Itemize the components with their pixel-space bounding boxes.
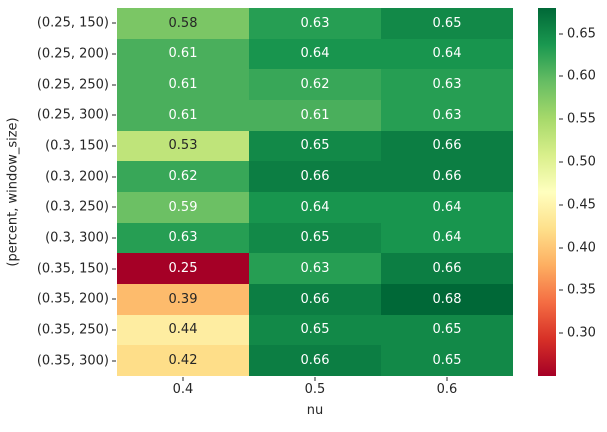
heatmap-cell: 0.42	[117, 345, 249, 376]
heatmap-cell: 0.62	[249, 69, 381, 100]
heatmap-cell: 0.44	[117, 314, 249, 346]
colorbar-gradient	[538, 8, 556, 376]
y-tick-label: (0.25, 300)	[36, 107, 109, 123]
heatmap-cell: 0.53	[117, 130, 249, 162]
heatmap-cell: 0.66	[381, 161, 513, 192]
colorbar-tick-label: 0.45	[567, 197, 596, 213]
x-tick-mark	[314, 377, 316, 381]
x-tick-mark	[446, 377, 448, 381]
colorbar-tick-mark	[559, 161, 563, 163]
heatmap-cell: 0.66	[381, 130, 513, 162]
heatmap-cell: 0.64	[381, 38, 513, 70]
y-tick-mark	[112, 22, 116, 24]
y-tick-label: (0.35, 250)	[36, 322, 109, 338]
heatmap-cell: 0.25	[117, 253, 249, 284]
colorbar-tick-mark	[559, 204, 563, 206]
y-tick-mark	[112, 84, 116, 86]
heatmap-cell: 0.61	[249, 99, 381, 131]
y-tick-mark	[112, 268, 116, 270]
y-tick-label: (0.3, 150)	[45, 138, 109, 154]
heatmap-cell: 0.65	[381, 345, 513, 376]
y-tick-mark	[112, 53, 116, 55]
heatmap-cell: 0.64	[249, 38, 381, 70]
x-tick-label: 0.5	[304, 382, 326, 397]
heatmap-cell: 0.64	[381, 222, 513, 254]
heatmap-cell: 0.63	[381, 99, 513, 131]
heatmap-cell: 0.63	[117, 222, 249, 254]
heatmap-cell: 0.39	[117, 283, 249, 315]
y-tick-label: (0.3, 200)	[45, 169, 109, 185]
x-tick-mark	[182, 377, 184, 381]
colorbar-tick-label: 0.50	[567, 154, 596, 170]
y-tick-mark	[112, 206, 116, 208]
heatmap-cell: 0.62	[117, 161, 249, 192]
heatmap-cell: 0.61	[117, 99, 249, 131]
colorbar-tick-label: 0.55	[567, 111, 596, 127]
y-tick-label: (0.25, 250)	[36, 77, 109, 93]
heatmap-cell: 0.63	[249, 253, 381, 284]
y-tick-label: (0.35, 150)	[36, 261, 109, 277]
colorbar-tick-mark	[559, 289, 563, 291]
heatmap-cell: 0.58	[117, 8, 249, 39]
y-tick-mark	[112, 237, 116, 239]
y-tick-mark	[112, 298, 116, 300]
colorbar-tick-label: 0.65	[567, 26, 596, 42]
y-tick-label: (0.35, 300)	[36, 353, 109, 369]
colorbar-tick-label: 0.40	[567, 240, 596, 256]
y-tick-mark	[112, 114, 116, 116]
heatmap-cell: 0.61	[117, 38, 249, 70]
x-tick-label: 0.4	[172, 382, 194, 397]
y-tick-mark	[112, 360, 116, 362]
heatmap-cell: 0.59	[117, 191, 249, 223]
heatmap-cell: 0.66	[381, 253, 513, 284]
heatmap-cell: 0.61	[117, 69, 249, 100]
heatmap-cell: 0.63	[249, 8, 381, 39]
colorbar-tick-mark	[559, 33, 563, 35]
heatmap-cell: 0.65	[381, 314, 513, 346]
heatmap-cell: 0.66	[249, 283, 381, 315]
heatmap-cell: 0.64	[249, 191, 381, 223]
heatmap-cell: 0.66	[249, 161, 381, 192]
colorbar-tick-mark	[559, 332, 563, 334]
y-tick-mark	[112, 329, 116, 331]
heatmap-cell: 0.66	[249, 345, 381, 376]
y-tick-label: (0.3, 300)	[45, 230, 109, 246]
y-tick-mark	[112, 176, 116, 178]
x-tick-label: 0.6	[436, 382, 458, 397]
heatmap-cell: 0.64	[381, 191, 513, 223]
y-tick-label: (0.3, 250)	[45, 199, 109, 215]
y-tick-label: (0.25, 150)	[36, 15, 109, 31]
heatmap-grid: 0.58 0.63 0.65 0.61 0.64 0.64 0.61 0.62 0.63 0.61…	[117, 8, 513, 376]
heatmap-cell: 0.65	[249, 222, 381, 254]
heatmap-cell: 0.65	[381, 8, 513, 39]
heatmap-cell: 0.65	[249, 314, 381, 346]
heatmap-cell: 0.63	[381, 69, 513, 100]
y-tick-label: (0.25, 200)	[36, 46, 109, 62]
colorbar-tick-mark	[559, 118, 563, 120]
y-tick-mark	[112, 145, 116, 147]
colorbar-tick-label: 0.60	[567, 68, 596, 84]
colorbar-tick-mark	[559, 247, 563, 249]
colorbar-tick-mark	[559, 75, 563, 77]
colorbar-tick-label: 0.30	[567, 325, 596, 341]
heatmap-cell: 0.65	[249, 130, 381, 162]
y-tick-label: (0.35, 200)	[36, 291, 109, 307]
heatmap-cell: 0.68	[381, 283, 513, 315]
colorbar-tick-label: 0.35	[567, 282, 596, 298]
x-axis-title: nu	[306, 403, 324, 418]
